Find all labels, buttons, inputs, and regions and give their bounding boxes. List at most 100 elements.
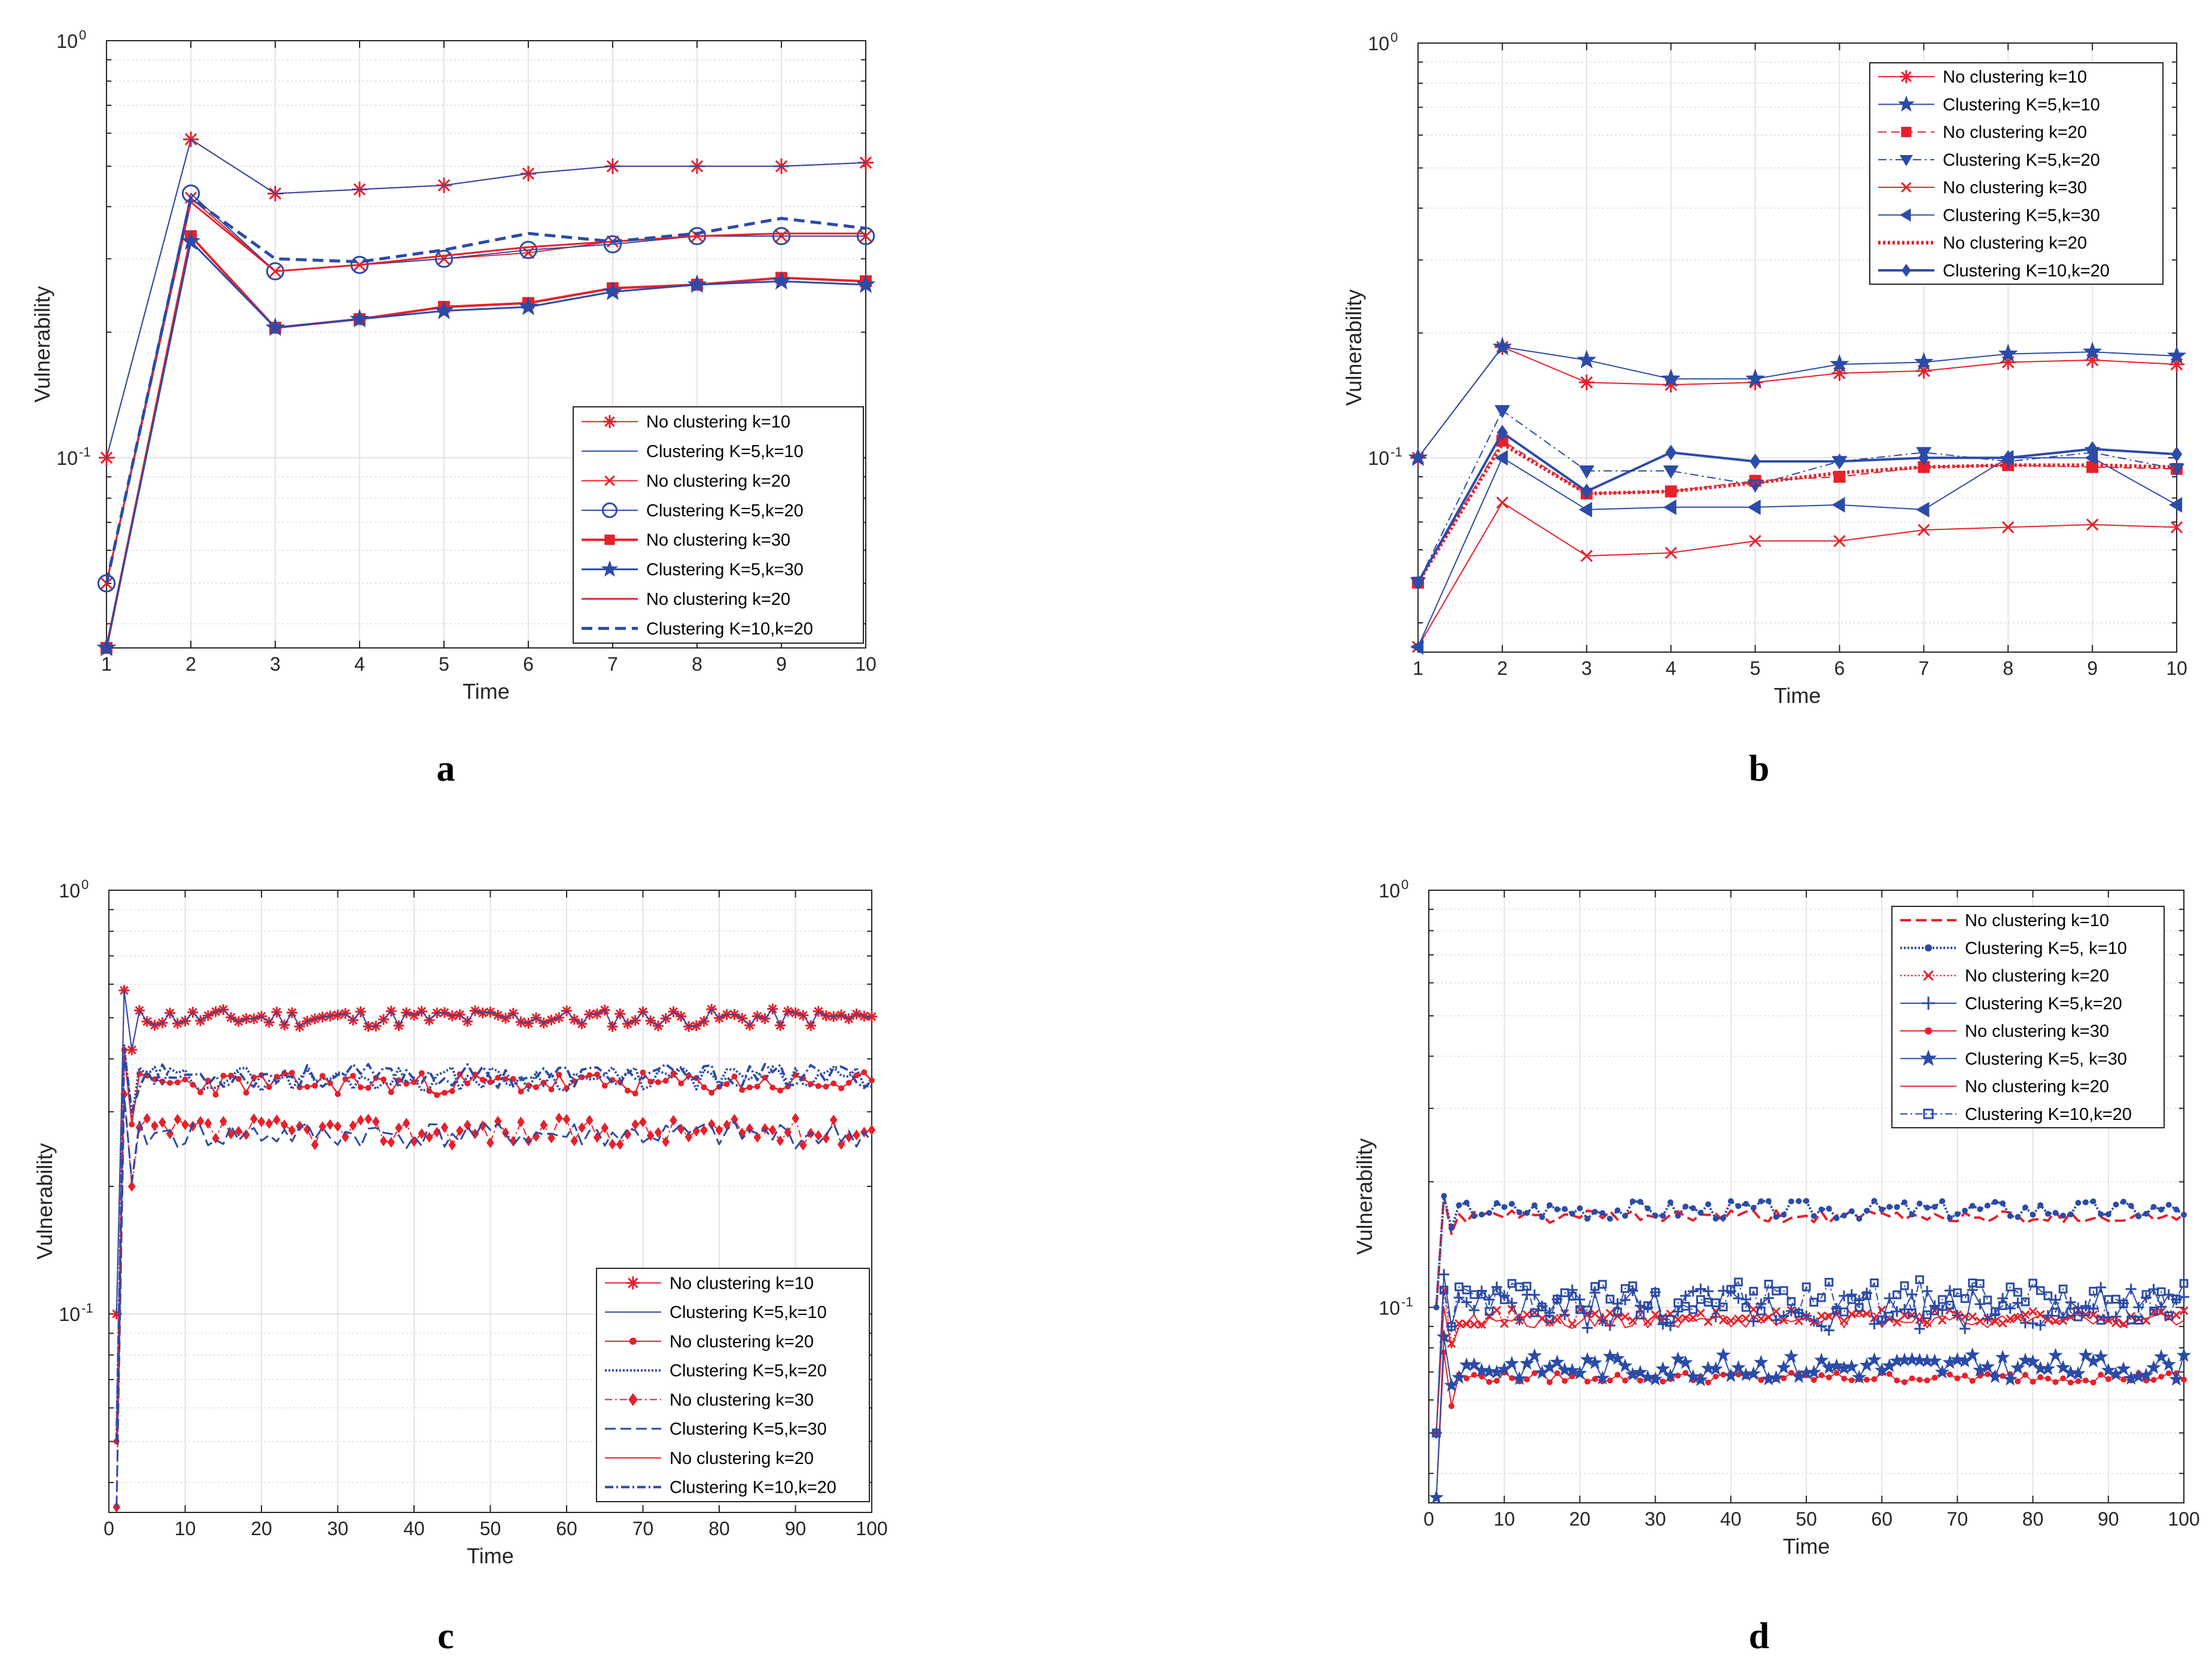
series-group bbox=[1429, 1193, 2192, 1504]
x-tick-label: 8 bbox=[2003, 657, 2013, 679]
x-tick-label: 60 bbox=[556, 1518, 577, 1539]
legend: No clustering k=10 Clustering K=5, k=10 No… bbox=[1891, 906, 2165, 1128]
data-point bbox=[1758, 1377, 1764, 1383]
y-tick-exponent: -1 bbox=[1401, 1294, 1413, 1309]
x-tick-label: 10 bbox=[175, 1518, 196, 1539]
data-point bbox=[585, 1115, 594, 1126]
data-point bbox=[1995, 1350, 2010, 1364]
data-point bbox=[2006, 1282, 2015, 1292]
data-point bbox=[1519, 1356, 1535, 1370]
data-point bbox=[1496, 425, 1508, 441]
data-point bbox=[1545, 1314, 1554, 1324]
data-point bbox=[2015, 1214, 2021, 1220]
legend-entry: Clustering K=5,k=20 bbox=[1900, 994, 2122, 1013]
data-point bbox=[1702, 1286, 1714, 1297]
data-point bbox=[349, 309, 370, 328]
data-point bbox=[731, 1113, 738, 1125]
legend-marker bbox=[1919, 1049, 1937, 1066]
data-point bbox=[1776, 1360, 1791, 1374]
data-point bbox=[2173, 1206, 2180, 1213]
data-point bbox=[1931, 1374, 1938, 1381]
series-line bbox=[1416, 442, 2177, 584]
x-tick-label: 3 bbox=[1581, 657, 1592, 679]
series-8 bbox=[105, 196, 866, 584]
legend-label: No clustering k=30 bbox=[646, 531, 790, 550]
legend-label: No clustering k=10 bbox=[646, 413, 790, 432]
legend-entry: No clustering k=10 bbox=[1900, 911, 2109, 930]
data-point bbox=[280, 1119, 288, 1131]
data-point bbox=[1530, 1308, 1539, 1317]
data-point bbox=[1557, 1362, 1572, 1377]
data-point bbox=[1584, 1216, 1590, 1222]
data-point bbox=[2071, 1366, 2086, 1380]
data-point bbox=[364, 1113, 372, 1125]
legend-marker bbox=[1923, 1109, 1934, 1119]
data-point bbox=[2128, 1203, 2134, 1209]
x-tick-label: 90 bbox=[2098, 1508, 2119, 1530]
legend-label: Clustering K=10,k=20 bbox=[646, 619, 813, 638]
data-point bbox=[2090, 1198, 2097, 1205]
data-point bbox=[127, 1181, 136, 1192]
y-tick-label: 10 bbox=[56, 31, 78, 52]
data-point bbox=[1568, 1292, 1577, 1301]
data-point bbox=[1493, 1200, 1500, 1206]
data-point bbox=[1486, 1379, 1492, 1385]
data-point bbox=[1578, 501, 1592, 518]
data-point bbox=[2065, 1296, 2076, 1308]
data-point bbox=[1847, 1295, 1857, 1304]
data-point bbox=[2179, 1279, 2189, 1288]
legend-entry: Clustering K=10,k=20 bbox=[582, 619, 813, 638]
legend-label: No clustering k=20 bbox=[1943, 234, 2087, 253]
legend-entry: No clustering k=10 bbox=[1878, 68, 2087, 87]
data-point bbox=[1720, 1214, 1727, 1221]
data-point bbox=[494, 1116, 502, 1127]
series-line bbox=[105, 241, 866, 649]
y-axis-label: Vulnerability bbox=[32, 1143, 57, 1260]
data-point bbox=[1680, 1290, 1691, 1301]
data-point bbox=[1592, 1376, 1598, 1382]
data-point bbox=[2119, 1299, 2128, 1308]
data-point bbox=[2010, 1360, 2025, 1374]
data-point bbox=[1660, 1213, 1666, 1219]
legend-box bbox=[573, 406, 864, 644]
data-point bbox=[1806, 1365, 1821, 1379]
x-tick-label: 7 bbox=[607, 653, 618, 675]
data-point bbox=[1975, 1279, 1985, 1288]
legend-marker bbox=[1922, 996, 1935, 1010]
data-point bbox=[1531, 1370, 1538, 1377]
data-point bbox=[2169, 497, 2183, 513]
data-point bbox=[687, 274, 707, 293]
data-point bbox=[1831, 497, 1845, 513]
legend-marker bbox=[1900, 208, 1911, 222]
x-tick-label: 9 bbox=[2087, 657, 2098, 679]
data-point bbox=[2176, 1347, 2192, 1362]
y-tick-label: 10 bbox=[59, 880, 80, 902]
data-point bbox=[1687, 1286, 1699, 1297]
data-point bbox=[1796, 1198, 1802, 1204]
data-point bbox=[1546, 1202, 1553, 1209]
data-point bbox=[639, 1116, 647, 1128]
data-point bbox=[1841, 1212, 1848, 1219]
data-point bbox=[2030, 1378, 2036, 1385]
data-point bbox=[1665, 445, 1677, 461]
data-point bbox=[1539, 1214, 1545, 1220]
data-point bbox=[1643, 1301, 1653, 1310]
data-point bbox=[174, 1113, 182, 1125]
data-point bbox=[556, 1071, 562, 1078]
data-point bbox=[1408, 447, 1428, 467]
data-point bbox=[181, 231, 201, 250]
legend-label: Clustering K=5, k=30 bbox=[1965, 1049, 2127, 1069]
x-tick-label: 70 bbox=[1947, 1508, 1968, 1530]
data-point bbox=[1602, 1348, 1618, 1363]
x-tick-label: 2 bbox=[1497, 657, 1508, 679]
data-point bbox=[288, 1125, 296, 1136]
x-tick-label: 1 bbox=[1413, 657, 1423, 679]
data-point bbox=[2120, 1376, 2126, 1383]
data-point bbox=[1492, 336, 1513, 355]
data-point bbox=[1688, 1305, 1698, 1314]
data-point bbox=[772, 227, 791, 245]
data-point bbox=[1992, 1199, 1998, 1206]
data-point bbox=[1939, 1198, 1946, 1204]
legend-marker bbox=[1924, 944, 1933, 952]
